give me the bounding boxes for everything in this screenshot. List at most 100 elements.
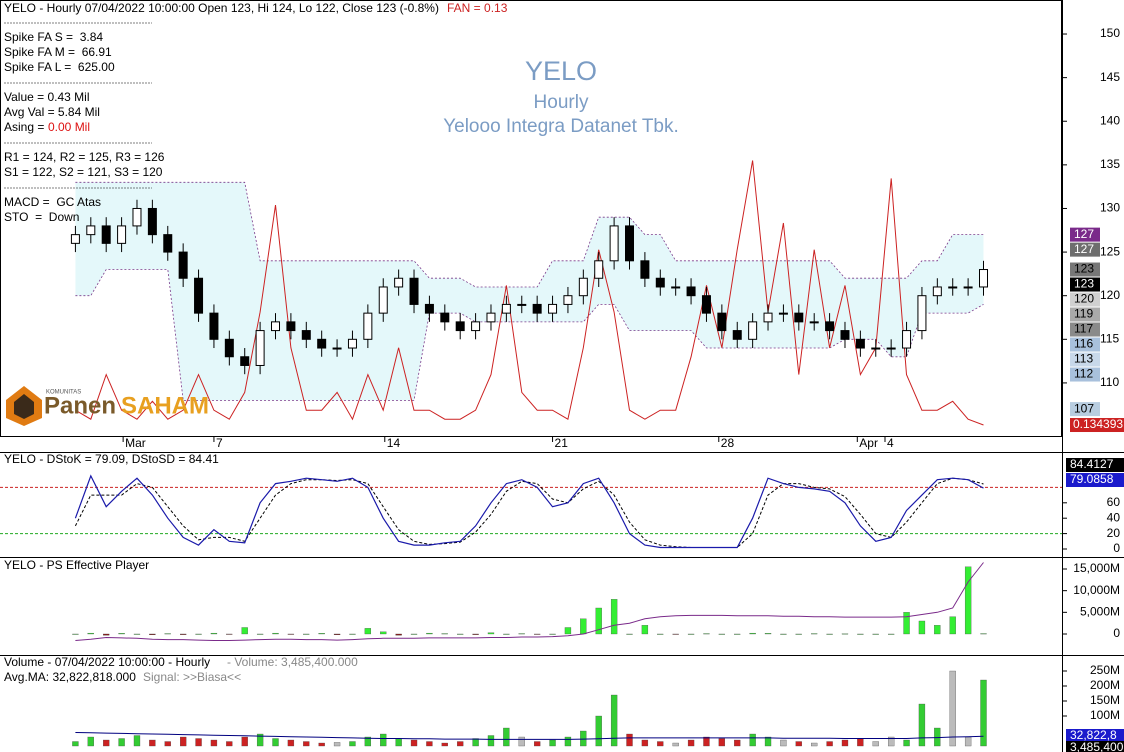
bar — [349, 633, 356, 635]
bar — [749, 733, 756, 747]
value-tag-label: 79.0858 — [1070, 472, 1114, 486]
bar — [534, 633, 541, 635]
candle-body — [424, 303, 434, 314]
price-tag-label: 123 — [1074, 277, 1094, 291]
bar — [487, 735, 495, 747]
y-tick-label: 100M — [1090, 708, 1120, 722]
bar — [256, 733, 264, 747]
bar — [272, 632, 279, 635]
bar — [503, 727, 510, 747]
candle-body — [778, 312, 788, 315]
y-tick-label: 10,000M — [1073, 583, 1120, 597]
info-line: Asing = — [4, 120, 48, 134]
fan-line — [75, 160, 984, 426]
candle-body — [117, 225, 127, 244]
price-tag — [1070, 367, 1100, 382]
cloud-upper — [75, 181, 984, 288]
bar — [318, 633, 325, 635]
bar — [164, 741, 171, 747]
value-tag — [1066, 729, 1124, 743]
candle-body — [363, 312, 373, 340]
x-tick-label: Mar — [125, 436, 146, 450]
candle-body — [902, 330, 912, 349]
bar — [780, 633, 787, 635]
panel-title: Volume - 07/04/2022 10:00:00 - Hourly — [4, 655, 210, 669]
candle-body — [501, 303, 511, 314]
bar — [903, 612, 910, 635]
y-tick-label: 0 — [1113, 626, 1120, 640]
value-tag-label: 3,485,400 — [1070, 740, 1124, 752]
bar — [857, 633, 864, 635]
bar — [888, 736, 895, 747]
fan-tag — [1070, 418, 1124, 433]
bar — [364, 736, 372, 747]
title-block: YELO Hourly Yelooo Integra Datanet Tbk. — [443, 56, 679, 137]
price-tag-label: 119 — [1074, 307, 1093, 321]
candle-body — [886, 347, 896, 350]
candle-body — [224, 338, 234, 358]
bar — [964, 566, 972, 635]
bar — [518, 736, 525, 747]
stoch-k — [74, 474, 984, 549]
candle-body — [717, 312, 727, 332]
bar — [487, 632, 495, 635]
candle-body — [394, 277, 404, 288]
bar — [949, 670, 956, 747]
bar — [980, 679, 987, 747]
bar — [149, 739, 156, 747]
price-tag — [1070, 227, 1100, 242]
y-tick-label: 5,000M — [1080, 604, 1120, 618]
candle-body — [763, 312, 773, 323]
bar — [72, 741, 79, 747]
bar — [272, 738, 279, 747]
bar — [72, 633, 79, 635]
bar — [241, 736, 248, 747]
price-tag-label: 112 — [1074, 367, 1093, 381]
bar — [841, 633, 849, 635]
candle-body — [794, 312, 804, 323]
bar — [687, 739, 695, 747]
bar — [303, 633, 310, 635]
info-block: YELO - Hourly 07/04/2022 10:00:00 Open 1… — [4, 1, 508, 224]
price-tag-label: 127 — [1074, 227, 1094, 241]
bar — [703, 736, 710, 747]
bar — [857, 738, 864, 747]
bar — [718, 633, 726, 635]
bar — [918, 620, 926, 635]
bar — [426, 632, 433, 635]
y-tick-label: 115 — [1100, 331, 1119, 345]
bar — [380, 631, 387, 635]
bar — [780, 739, 787, 747]
bar — [395, 738, 402, 747]
candle-body — [347, 338, 357, 349]
logo-word: Panen — [44, 392, 116, 419]
y-tick-label: 40 — [1107, 510, 1121, 524]
candle-body — [871, 347, 881, 350]
y-tick-label: 0 — [1113, 541, 1120, 555]
panel-title: YELO - PS Effective Player — [4, 558, 149, 572]
candle-body — [917, 295, 927, 332]
bar — [949, 616, 956, 635]
candle-body — [548, 303, 558, 314]
candle-body — [932, 286, 942, 297]
candle-body — [301, 330, 311, 340]
indicator-line — [75, 732, 984, 740]
price-tag — [1070, 322, 1100, 337]
candle-body — [825, 321, 835, 332]
bar — [657, 741, 664, 747]
y-tick-label: 20 — [1107, 526, 1121, 540]
bar — [672, 742, 679, 747]
candle-body — [748, 321, 758, 340]
bar — [472, 633, 479, 635]
candle-body — [86, 225, 96, 236]
y-tick-label: 150 — [1100, 26, 1120, 40]
bar — [87, 736, 94, 747]
main-panel-border — [0, 0, 1062, 437]
bar — [564, 627, 572, 635]
bar — [457, 633, 464, 635]
candle-body — [732, 330, 742, 340]
indicator-line — [75, 562, 984, 641]
candle-body — [440, 312, 450, 323]
candle-body — [532, 303, 542, 314]
bar — [764, 736, 772, 747]
